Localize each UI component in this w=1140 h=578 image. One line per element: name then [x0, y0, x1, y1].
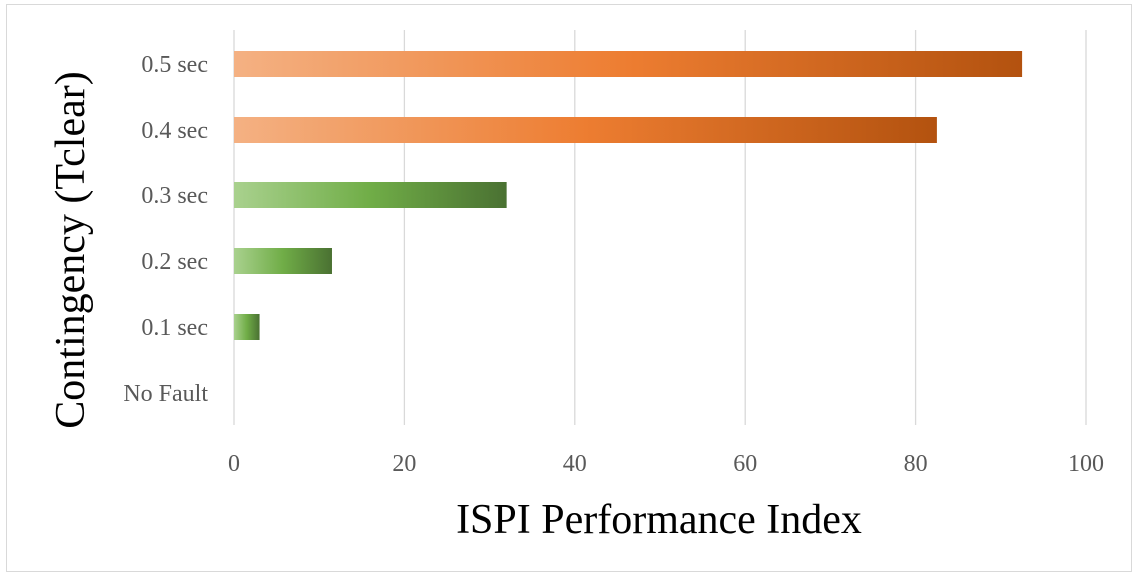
- y-tick-label: 0.2 sec: [141, 249, 208, 275]
- x-tick-label: 80: [904, 451, 928, 477]
- bar-0-5-sec: [234, 51, 1023, 77]
- bar-0-2-sec: [234, 248, 332, 274]
- y-tick-label: 0.5 sec: [141, 52, 208, 78]
- x-tick-label: 0: [228, 451, 240, 477]
- y-tick-label: 0.4 sec: [141, 118, 208, 144]
- y-axis-title: Contingency (Tclear): [48, 71, 94, 428]
- bar-0-1-sec: [234, 314, 260, 340]
- chart-frame: [6, 4, 1132, 572]
- x-tick-label: 100: [1068, 451, 1104, 477]
- x-tick-label: 40: [563, 451, 587, 477]
- x-tick-label: 20: [392, 451, 416, 477]
- x-axis-title: ISPI Performance Index: [456, 497, 862, 543]
- y-tick-label: No Fault: [123, 381, 208, 407]
- y-tick-label: 0.3 sec: [141, 183, 208, 209]
- x-tick-label: 60: [733, 451, 757, 477]
- bar-0-3-sec: [234, 182, 507, 208]
- bar-0-4-sec: [234, 117, 937, 143]
- y-tick-label: 0.1 sec: [141, 315, 208, 341]
